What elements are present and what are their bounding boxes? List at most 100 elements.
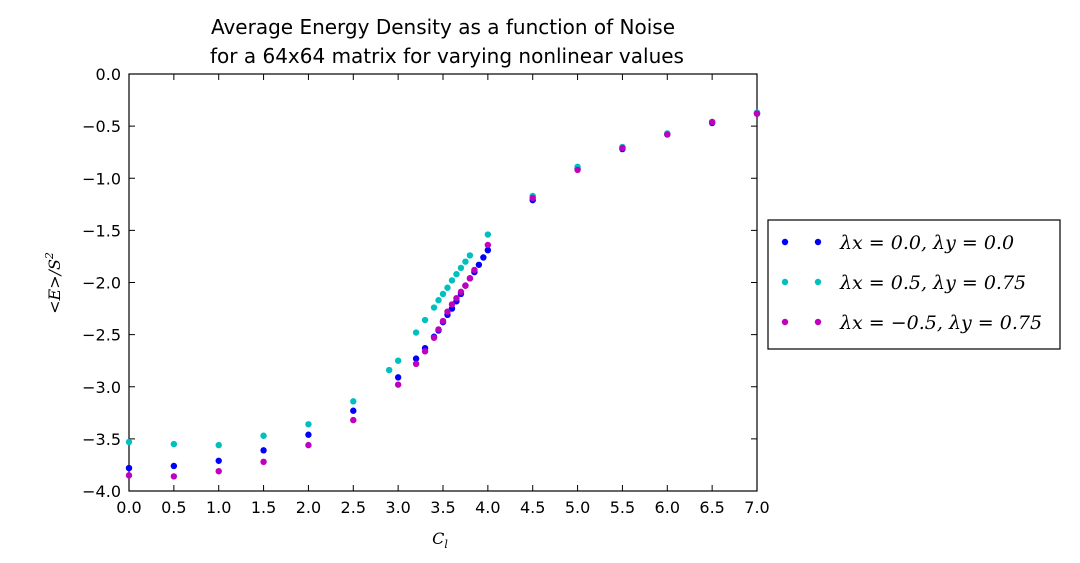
data-point [453, 270, 460, 278]
x-tick-label: 6.0 [655, 498, 680, 517]
legend-marker [814, 238, 822, 246]
data-point [619, 144, 626, 152]
data-point [305, 421, 312, 428]
x-tick-label: 0.5 [161, 498, 186, 517]
x-tick-label: 0.0 [116, 498, 141, 517]
data-point [435, 297, 442, 304]
data-point [394, 374, 402, 381]
y-tick-label: 0.0 [96, 65, 121, 84]
x-axis: 0.0 0.5 1.0 1.5 2.0 2.5 3.0 3.5 4.0 4.5 5.0 5.5 6.0 6… [116, 74, 770, 517]
x-tick-label: 7.0 [744, 498, 769, 517]
x-tick-label: 5.0 [565, 498, 590, 517]
data-point [385, 366, 393, 374]
legend-marker [781, 238, 789, 246]
legend-item: λx = 0.5, λy = 0.75 [781, 272, 1026, 294]
data-point [457, 264, 465, 272]
data-point [439, 290, 447, 298]
x-tick-label: 1.0 [206, 498, 231, 517]
data-point [170, 462, 178, 470]
y-tick-label: −1.0 [82, 169, 121, 188]
y-tick-label: −2.5 [82, 326, 121, 345]
y-axis-label: <E>/S2 [43, 252, 64, 314]
data-point [430, 334, 438, 341]
legend-marker [781, 318, 789, 326]
chart-title: Average Energy Density as a function of … [210, 15, 684, 68]
chart-title-line2: for a 64x64 matrix for varying nonlinear… [210, 44, 684, 68]
data-point [421, 316, 429, 324]
data-point [466, 275, 474, 282]
data-point [412, 329, 420, 336]
data-point [574, 166, 581, 174]
data-point [444, 308, 451, 315]
legend-item: λx = −0.5, λy = 0.75 [781, 312, 1042, 334]
data-point [215, 457, 222, 464]
x-tick-label: 1.5 [251, 498, 276, 517]
data-point [170, 473, 178, 480]
data-point [125, 472, 133, 479]
x-tick-label: 4.5 [520, 498, 545, 517]
data-point [215, 441, 222, 449]
legend-label: λx = 0.0, λy = 0.0 [839, 232, 1014, 254]
data-point [448, 277, 456, 284]
data-point [350, 407, 357, 414]
data-point [412, 355, 420, 362]
x-tick-label: 2.5 [341, 498, 366, 517]
data-point [480, 254, 487, 261]
data-point [350, 398, 357, 405]
data-point [412, 360, 420, 368]
x-tick-label: 5.5 [610, 498, 635, 517]
legend-label: λx = −0.5, λy = 0.75 [839, 312, 1042, 334]
data-point [475, 261, 483, 268]
data-point [430, 304, 438, 311]
y-tick-label: −3.5 [82, 430, 121, 449]
data-point [708, 118, 716, 126]
y-tick-label: −2.0 [82, 274, 121, 293]
data-point [444, 284, 451, 291]
data-point [394, 381, 402, 388]
data-point [753, 110, 761, 117]
series-3 [125, 110, 761, 480]
plot-area [128, 73, 758, 492]
data-point [394, 357, 402, 364]
data-point [471, 266, 478, 274]
legend-item: λx = 0.0, λy = 0.0 [781, 232, 1014, 254]
data-point [466, 252, 474, 259]
data-point [260, 458, 267, 466]
data-point [448, 301, 456, 308]
data-point [260, 447, 267, 454]
data-point [125, 464, 133, 472]
data-point [421, 348, 429, 355]
data-point [439, 317, 447, 325]
x-tick-label: 4.0 [475, 498, 500, 517]
svg-text:<E>/S2: <E>/S2 [43, 252, 64, 314]
data-point [350, 416, 357, 424]
data-point [453, 294, 460, 302]
data-point [484, 241, 492, 249]
x-axis-label: Cl [432, 529, 448, 551]
data-point [529, 194, 536, 202]
y-tick-label: −4.0 [82, 482, 121, 501]
x-tick-label: 2.0 [296, 498, 321, 517]
y-tick-label: −1.5 [82, 221, 121, 240]
data-point [484, 246, 492, 254]
data-point [484, 231, 492, 238]
data-points [125, 109, 761, 480]
y-axis: 0.0 −0.5 −1.0 −1.5 −2.0 −2.5 −3.0 −3.5 −4.0 [82, 65, 757, 501]
data-point [170, 440, 178, 448]
legend-marker [814, 278, 822, 286]
chart-title-line1: Average Energy Density as a function of … [211, 15, 675, 39]
y-tick-label: −0.5 [82, 117, 121, 136]
data-point [305, 431, 312, 438]
data-point [462, 258, 469, 265]
x-tick-label: 6.5 [699, 498, 724, 517]
x-tick-label: 3.0 [385, 498, 410, 517]
legend-marker [781, 278, 789, 286]
data-point [215, 467, 222, 475]
legend-marker [814, 318, 822, 326]
data-point [664, 131, 671, 138]
data-point [260, 432, 267, 439]
x-tick-label: 3.5 [430, 498, 455, 517]
svg-text:Cl: Cl [432, 529, 448, 551]
data-point [462, 282, 469, 289]
